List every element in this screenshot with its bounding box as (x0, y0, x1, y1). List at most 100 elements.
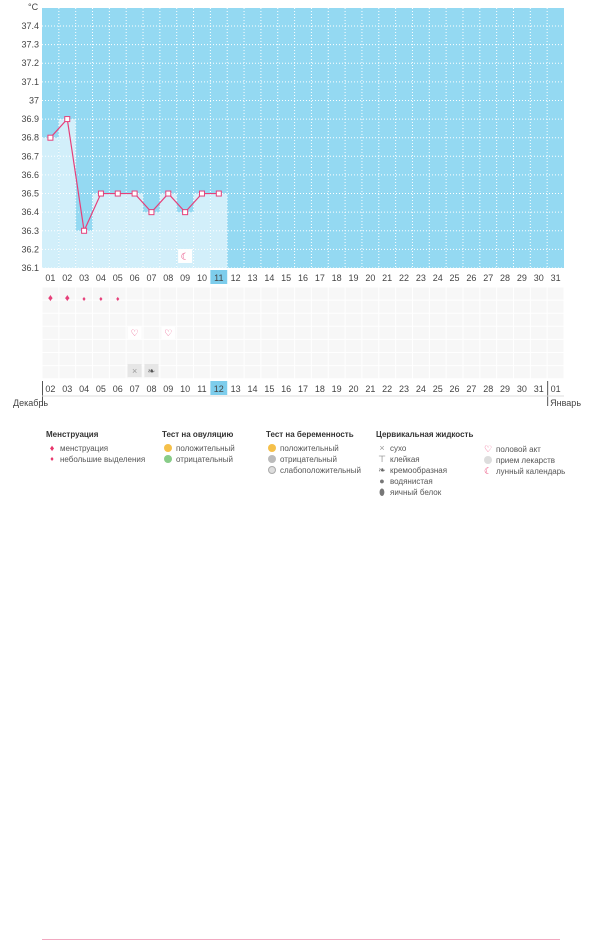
lunar-marker-box (178, 249, 193, 263)
pregnancy-negative-icon (266, 454, 278, 465)
egg-white-icon: ⬮ (379, 487, 385, 497)
pregnancy-positive-icon (266, 443, 278, 454)
y-tick-label: 36.2 (21, 244, 39, 254)
calendar-date: 16 (281, 384, 291, 394)
calendar-date: 26 (450, 384, 460, 394)
ovulation-negative-icon (162, 454, 174, 465)
legend-item: ♦ небольшие выделения (46, 454, 145, 465)
x-tick-label: 12 (231, 273, 241, 283)
y-tick-label: 36.3 (21, 226, 39, 236)
sticky-icon: ⊤ (378, 454, 386, 464)
y-tick-label: 37.4 (21, 21, 39, 31)
legend-item: ⬮ яичный белок (376, 487, 473, 498)
calendar-date: 18 (315, 384, 325, 394)
calendar-date: 01 (551, 384, 561, 394)
x-tick-label: 17 (315, 273, 325, 283)
temperature-point (148, 209, 155, 216)
pill-icon (482, 455, 494, 466)
calendar-date: 27 (466, 384, 476, 394)
x-tick-label: 20 (365, 273, 375, 283)
legend-item: отрицательный (162, 454, 235, 465)
heart-marker-box (127, 326, 142, 339)
legend-item: положительный (266, 443, 361, 454)
temperature-point (97, 190, 104, 197)
calendar-date: 22 (382, 384, 392, 394)
legend: Менструация ♦ менструация ♦ небольшие выде… (0, 420, 600, 940)
x-tick-label: 15 (281, 273, 291, 283)
legend-item: ● водянистая (376, 476, 473, 487)
temperature-point (131, 190, 138, 197)
legend-item: отрицательный (266, 454, 361, 465)
small-drop-icon: ♦ (50, 456, 54, 463)
temperature-bar (126, 193, 144, 268)
legend-item: прием лекарств (482, 455, 565, 466)
drop-icon: ♦ (99, 296, 103, 303)
x-tick-label: 14 (264, 273, 274, 283)
x-tick-label: 31 (551, 273, 561, 283)
x-tick-label: 04 (96, 273, 106, 283)
moon-icon: ☾ (181, 252, 190, 263)
heart-marker-box (161, 326, 176, 339)
moon-icon: ☾ (483, 466, 493, 476)
legend-item: ♡ половой акт (483, 444, 541, 454)
temperature-point (81, 227, 88, 234)
legend-ovulation-title: Тест на овуляцию (162, 430, 234, 439)
calendar-date: 10 (180, 384, 190, 394)
legend-menstruation-title: Менструация (46, 430, 99, 439)
drop-icon: ♦ (116, 296, 120, 303)
legend-ovulation: Тест на овуляцию положительный отрицател… (162, 430, 235, 465)
temperature-bar (210, 193, 228, 268)
highlight-day-bg (210, 270, 228, 284)
drop-icon: ♦ (65, 293, 70, 304)
temperature-point (165, 190, 172, 197)
x-tick-label: 16 (298, 273, 308, 283)
y-tick-label: 36.4 (21, 207, 39, 217)
temperature-point (198, 190, 205, 197)
dry-icon: × (379, 443, 385, 453)
temperature-bar (92, 193, 110, 268)
calendar-date: 19 (332, 384, 342, 394)
x-tick-label: 02 (62, 273, 72, 283)
highlight-date-bg (210, 381, 228, 395)
large-drop-icon: ♦ (49, 443, 55, 453)
y-tick-label: 36.1 (21, 263, 39, 273)
x-tick-label: 05 (113, 273, 123, 283)
temperature-chart: 37.4 37.3 37.2 37.1 37 36.9 36.8 36.7 36.6 36.5 36… (13, 2, 581, 408)
calendar-date: 08 (146, 384, 156, 394)
cervical-marker-box (144, 364, 159, 377)
heart-icon: ♡ (483, 444, 493, 454)
legend-item: ❧ кремообразная (376, 465, 473, 476)
dry-icon: × (132, 366, 137, 376)
x-tick-label: 09 (180, 273, 190, 283)
y-tick-label: 36.8 (21, 133, 39, 143)
legend-menstruation: Менструация ♦ менструация ♦ небольшие выде… (46, 430, 145, 465)
legend-item: ☾ лунный календарь (483, 466, 566, 476)
x-tick-label: 18 (332, 273, 342, 283)
calendar-date: 20 (349, 384, 359, 394)
temperature-point (64, 116, 71, 123)
y-tick-label: 36.9 (21, 114, 39, 124)
x-tick-label: 30 (534, 273, 544, 283)
x-tick-label: 22 (399, 273, 409, 283)
y-tick-label: 36.7 (21, 151, 39, 161)
calendar-date: 21 (365, 384, 375, 394)
temperature-point (114, 190, 121, 197)
calendar-date: 31 (534, 384, 544, 394)
calendar-date: 23 (399, 384, 409, 394)
x-tick-label: 03 (79, 273, 89, 283)
calendar-date: 13 (231, 384, 241, 394)
temperature-bar (58, 119, 76, 268)
month-right-label: Январь (550, 398, 581, 408)
x-tick-label: 21 (382, 273, 392, 283)
legend-cervical-title: Цервикальная жидкость (376, 430, 474, 439)
calendar-date: 25 (433, 384, 443, 394)
y-tick-label: 37 (29, 95, 39, 105)
month-left-label: Декабрь (13, 398, 48, 408)
pregnancy-weak-icon (266, 465, 278, 476)
legend-pregnancy: Тест на беременность положительный отриц… (266, 430, 361, 476)
x-tick-label: 24 (433, 273, 443, 283)
calendar-date: 29 (500, 384, 510, 394)
x-tick-label: 06 (130, 273, 140, 283)
legend-other: ♡ половой акт прием лекарств ☾ лунный кале… (482, 444, 565, 477)
x-tick-label: 26 (466, 273, 476, 283)
